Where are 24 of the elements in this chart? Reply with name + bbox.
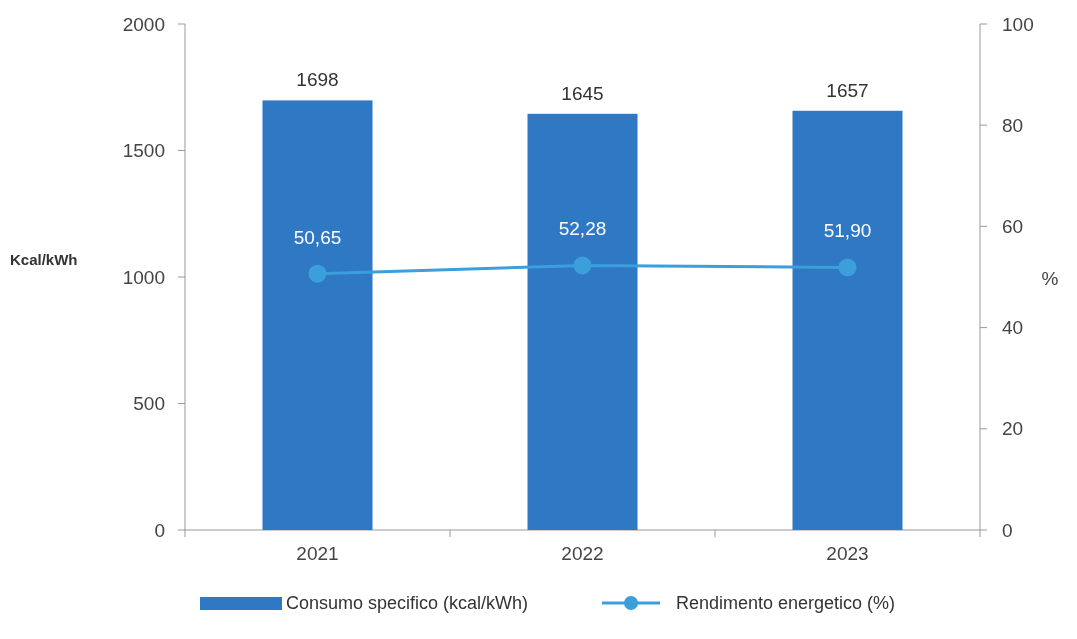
x-tick-label: 2021 bbox=[296, 543, 339, 564]
y2-tick-label: 80 bbox=[1002, 114, 1024, 136]
data-label: 1657 bbox=[826, 79, 869, 101]
y2-axis-title: % bbox=[1041, 268, 1059, 289]
data-label: 51,90 bbox=[823, 220, 872, 242]
data-label: 1698 bbox=[296, 69, 339, 91]
legend-label: Rendimento energetico (%) bbox=[676, 593, 896, 614]
y-tick-label: 1500 bbox=[122, 140, 165, 162]
data-label: 50,65 bbox=[293, 226, 342, 248]
y2-tick-label: 40 bbox=[1002, 317, 1024, 339]
x-tick-label: 2023 bbox=[826, 543, 869, 564]
data-label: 52,28 bbox=[558, 218, 607, 240]
y-axis-title: Kcal/kWh bbox=[10, 251, 78, 268]
x-tick-label: 2022 bbox=[561, 543, 604, 564]
data-label: 1645 bbox=[561, 82, 604, 104]
y2-tick-label: 0 bbox=[1002, 519, 1013, 541]
y2-tick-label: 100 bbox=[1002, 13, 1034, 35]
y-tick-label: 2000 bbox=[122, 13, 165, 35]
y-tick-label: 500 bbox=[133, 393, 165, 415]
y2-tick-label: 20 bbox=[1002, 418, 1024, 440]
legend-label: Consumo specifico (kcal/kWh) bbox=[286, 593, 529, 614]
y-tick-label: 1000 bbox=[122, 266, 165, 288]
y2-tick-label: 60 bbox=[1002, 216, 1024, 238]
y-tick-label: 0 bbox=[154, 519, 165, 541]
